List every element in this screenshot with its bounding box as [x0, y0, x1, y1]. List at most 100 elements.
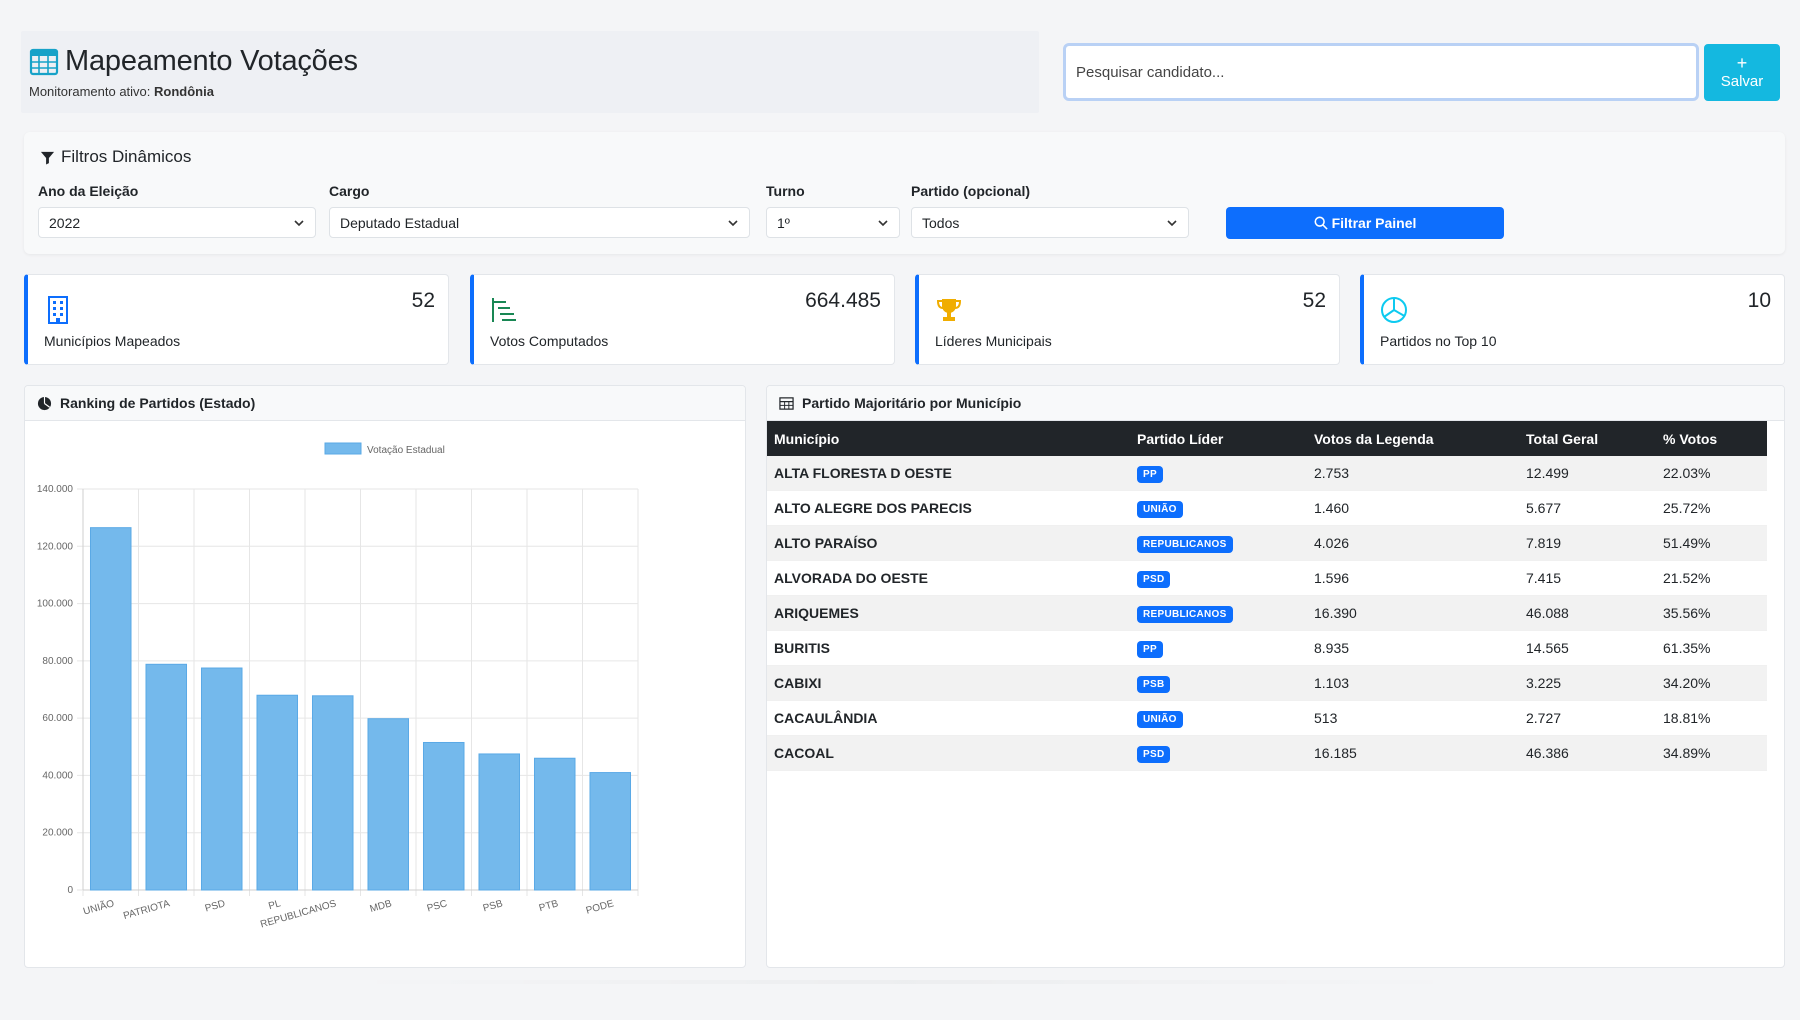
leader-party-cell: PSD: [1130, 560, 1307, 596]
y-tick-label: 80.000: [42, 656, 73, 667]
legend-votes-cell: 8.935: [1307, 630, 1519, 666]
party-badge: REPUBLICANOS: [1137, 605, 1233, 623]
turno-label: Turno: [766, 183, 805, 199]
year-select[interactable]: 2022: [38, 207, 316, 238]
stat-label: Partidos no Top 10: [1380, 333, 1497, 349]
legend-votes-cell: 2.753: [1307, 456, 1519, 491]
total-votes-cell: 46.386: [1519, 735, 1656, 771]
stat-value: 52: [1302, 289, 1326, 312]
municipio-cell: ALTA FLORESTA D OESTE: [767, 456, 1130, 491]
leader-party-cell: PP: [1130, 456, 1307, 491]
filter-panel-button[interactable]: Filtrar Painel: [1226, 207, 1504, 239]
bar: [478, 753, 521, 891]
monitoring-subtitle: Monitoramento ativo: Rondônia: [29, 84, 214, 99]
vote-percent-cell: 34.89%: [1656, 735, 1767, 771]
filters-title-text: Filtros Dinâmicos: [61, 147, 192, 166]
save-button[interactable]: + Salvar: [1704, 44, 1780, 101]
stat-card-partidos: 10 Partidos no Top 10: [1360, 274, 1785, 365]
chevron-down-icon: [1167, 219, 1177, 226]
vote-percent-cell: 51.49%: [1656, 525, 1767, 561]
filters-title: Filtros Dinâmicos: [40, 147, 191, 167]
vote-percent-cell: 61.35%: [1656, 630, 1767, 666]
column-header[interactable]: % Votos: [1656, 421, 1767, 456]
subtitle-state: Rondônia: [154, 84, 214, 99]
column-header[interactable]: Partido Líder: [1130, 421, 1307, 456]
table-row[interactable]: ARIQUEMES REPUBLICANOS 16.390 46.088 35.56%: [767, 595, 1767, 631]
table-row[interactable]: ALTA FLORESTA D OESTE PP 2.753 12.499 22.03%: [767, 456, 1767, 491]
table-row[interactable]: BURITIS PP 8.935 14.565 61.35%: [767, 630, 1767, 666]
title-row: Mapeamento Votações: [29, 45, 358, 78]
candidate-search-input[interactable]: [1063, 43, 1699, 101]
legend-votes-cell: 4.026: [1307, 525, 1519, 561]
total-votes-cell: 7.415: [1519, 560, 1656, 596]
ranking-bar-chart: 0 20.000 40.000 60.000 80.000 100.000 120.000 1…: [37, 442, 639, 930]
table-row[interactable]: ALTO PARAÍSO REPUBLICANOS 4.026 7.819 51.49%: [767, 525, 1767, 561]
municipio-cell: BURITIS: [767, 630, 1130, 666]
x-tick-label: PL: [267, 898, 282, 912]
subtitle-prefix: Monitoramento ativo:: [29, 84, 151, 99]
municipio-table-panel: Partido Majoritário por Município Municí…: [766, 385, 1785, 968]
party-badge: UNIÃO: [1137, 500, 1183, 518]
table-icon: [779, 396, 794, 410]
party-badge: PSB: [1137, 675, 1171, 693]
cargo-select[interactable]: Deputado Estadual: [329, 207, 750, 238]
x-tick-label: PSD: [204, 898, 227, 914]
total-votes-cell: 12.499: [1519, 456, 1656, 491]
ranking-panel-header: Ranking de Partidos (Estado): [25, 386, 745, 421]
vote-percent-cell: 25.72%: [1656, 490, 1767, 526]
partido-select-value: Todos: [922, 214, 960, 231]
municipio-cell: ALVORADA DO OESTE: [767, 560, 1130, 596]
y-tick-label: 120.000: [37, 541, 74, 552]
bar: [256, 694, 299, 891]
pie-chart-icon: [37, 396, 52, 410]
chevron-down-icon: [294, 219, 304, 226]
table-row[interactable]: CACOAL PSD 16.185 46.386 34.89%: [767, 735, 1767, 771]
ranking-panel: Ranking de Partidos (Estado) 0 20.000 40.0…: [24, 385, 746, 968]
table-row[interactable]: CACAULÂNDIA UNIÃO 513 2.727 18.81%: [767, 700, 1767, 736]
page-title: Mapeamento Votações: [65, 45, 358, 77]
municipio-cell: ALTO PARAÍSO: [767, 525, 1130, 561]
cargo-label: Cargo: [329, 183, 370, 199]
y-tick-label: 140.000: [37, 484, 74, 495]
column-header[interactable]: Votos da Legenda: [1307, 421, 1519, 456]
vote-percent-cell: 35.56%: [1656, 595, 1767, 631]
pie-chart-icon: [1381, 297, 1407, 323]
vote-percent-cell: 22.03%: [1656, 456, 1767, 491]
column-header[interactable]: Município: [767, 421, 1130, 456]
legend-votes-cell: 1.596: [1307, 560, 1519, 596]
partido-select[interactable]: Todos: [911, 207, 1189, 238]
leader-party-cell: PP: [1130, 630, 1307, 666]
bar: [145, 663, 188, 891]
table-row[interactable]: ALVORADA DO OESTE PSD 1.596 7.415 21.52%: [767, 560, 1767, 596]
save-button-label: Salvar: [1720, 73, 1764, 90]
legend-votes-cell: 16.390: [1307, 595, 1519, 631]
total-votes-cell: 46.088: [1519, 595, 1656, 631]
party-badge: UNIÃO: [1137, 710, 1183, 728]
y-tick-label: 0: [67, 885, 73, 896]
legend-votes-cell: 513: [1307, 700, 1519, 736]
y-tick-label: 60.000: [42, 713, 73, 724]
chevron-down-icon: [728, 219, 738, 226]
x-tick-label: PATRIOTA: [122, 898, 171, 922]
bar: [422, 741, 465, 891]
party-badge: PSD: [1137, 570, 1171, 588]
total-votes-cell: 2.727: [1519, 700, 1656, 736]
stat-label: Votos Computados: [490, 333, 609, 349]
stat-card-votos: 664.485 Votos Computados: [470, 274, 895, 365]
bar: [367, 718, 410, 891]
municipio-cell: ALTO ALEGRE DOS PARECIS: [767, 490, 1130, 526]
y-tick-label: 40.000: [42, 770, 73, 781]
trophy-icon: [936, 299, 962, 321]
total-votes-cell: 7.819: [1519, 525, 1656, 561]
chevron-down-icon: [878, 219, 888, 226]
column-header[interactable]: Total Geral: [1519, 421, 1656, 456]
table-icon: [29, 48, 59, 75]
leader-party-cell: PSB: [1130, 665, 1307, 701]
table-row[interactable]: CABIXI PSB 1.103 3.225 34.20%: [767, 665, 1767, 701]
municipio-cell: CACAULÂNDIA: [767, 700, 1130, 736]
stat-label: Líderes Municipais: [935, 333, 1052, 349]
turno-select[interactable]: 1º: [766, 207, 900, 238]
table-row[interactable]: ALTO ALEGRE DOS PARECIS UNIÃO 1.460 5.677 25…: [767, 490, 1767, 526]
stat-value: 10: [1747, 289, 1771, 312]
building-icon: [48, 296, 68, 324]
